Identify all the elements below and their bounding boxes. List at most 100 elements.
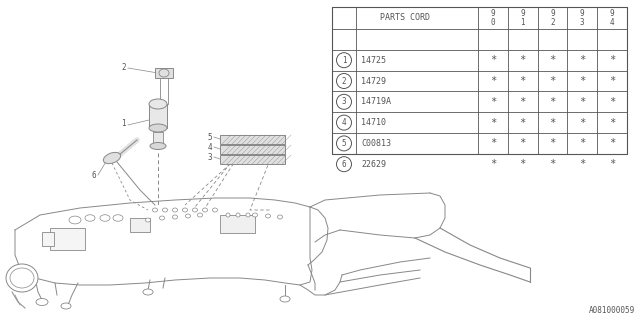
Bar [220,145,285,154]
Text: 2: 2 [122,62,126,71]
Ellipse shape [278,215,282,219]
Text: *: * [520,55,525,65]
Text: *: * [490,97,496,107]
Text: *: * [579,117,585,128]
Bar [220,215,255,233]
Ellipse shape [159,216,164,220]
Circle shape [337,115,351,130]
Text: *: * [490,55,496,65]
Text: *: * [609,117,615,128]
Ellipse shape [149,124,167,132]
Circle shape [337,94,351,109]
Text: 3: 3 [342,97,346,106]
Ellipse shape [36,299,48,306]
Ellipse shape [266,214,271,218]
Text: *: * [520,117,525,128]
Ellipse shape [149,99,167,109]
Text: *: * [579,55,585,65]
Text: 9
2: 9 2 [550,9,555,27]
Text: *: * [579,97,585,107]
Bar [153,132,163,146]
Ellipse shape [100,215,110,221]
Text: *: * [549,159,556,169]
Text: *: * [609,159,615,169]
Ellipse shape [202,208,207,212]
Text: *: * [579,138,585,148]
Text: *: * [490,138,496,148]
Bar [42,232,54,246]
Text: C00813: C00813 [361,139,391,148]
Text: 5: 5 [342,139,346,148]
Text: *: * [579,159,585,169]
Ellipse shape [182,208,188,212]
Text: 1: 1 [122,119,126,129]
Bar [220,135,285,144]
Text: *: * [490,117,496,128]
Text: *: * [549,55,556,65]
Text: 14710: 14710 [361,118,386,127]
Text: *: * [579,76,585,86]
Ellipse shape [226,213,230,217]
Bar [155,68,173,78]
Ellipse shape [150,142,166,149]
Ellipse shape [10,268,34,288]
Ellipse shape [173,208,177,212]
Text: *: * [609,76,615,86]
Bar [332,7,627,154]
Circle shape [337,53,351,68]
Ellipse shape [246,213,250,217]
Text: 4: 4 [342,118,346,127]
Text: 6: 6 [342,160,346,169]
Ellipse shape [212,208,218,212]
Text: *: * [549,138,556,148]
Circle shape [337,74,351,89]
Ellipse shape [145,218,150,222]
Text: 9
4: 9 4 [609,9,614,27]
Text: *: * [549,97,556,107]
Text: 14725: 14725 [361,56,386,65]
Ellipse shape [69,216,81,224]
Ellipse shape [104,152,120,164]
Text: 6: 6 [92,172,96,180]
Ellipse shape [280,296,290,302]
Ellipse shape [198,213,202,217]
Ellipse shape [6,264,38,292]
Text: 9
0: 9 0 [491,9,495,27]
Text: *: * [490,76,496,86]
Bar [50,228,85,250]
Bar [130,218,150,232]
Text: 4: 4 [207,142,212,151]
Text: A081000059: A081000059 [589,306,635,315]
Text: 3: 3 [207,153,212,162]
Text: *: * [490,159,496,169]
Ellipse shape [159,69,169,77]
Text: *: * [520,138,525,148]
Ellipse shape [236,213,240,217]
Text: *: * [520,76,525,86]
Ellipse shape [173,215,177,219]
Ellipse shape [143,289,153,295]
Bar [220,155,285,164]
Text: *: * [609,138,615,148]
Text: *: * [609,97,615,107]
Bar [149,104,167,128]
Ellipse shape [186,214,191,218]
Text: 5: 5 [207,132,212,141]
Circle shape [337,136,351,151]
Ellipse shape [152,208,157,212]
Text: 2: 2 [342,76,346,85]
Circle shape [337,157,351,172]
Ellipse shape [85,215,95,221]
Text: 9
3: 9 3 [580,9,584,27]
Text: *: * [549,117,556,128]
Ellipse shape [113,215,123,221]
Text: *: * [520,159,525,169]
Text: 22629: 22629 [361,160,386,169]
Text: 14729: 14729 [361,76,386,85]
Ellipse shape [61,303,71,309]
Text: *: * [549,76,556,86]
Ellipse shape [163,208,168,212]
Text: PARTS CORD: PARTS CORD [380,13,430,22]
Text: 9
1: 9 1 [520,9,525,27]
Ellipse shape [193,208,198,212]
